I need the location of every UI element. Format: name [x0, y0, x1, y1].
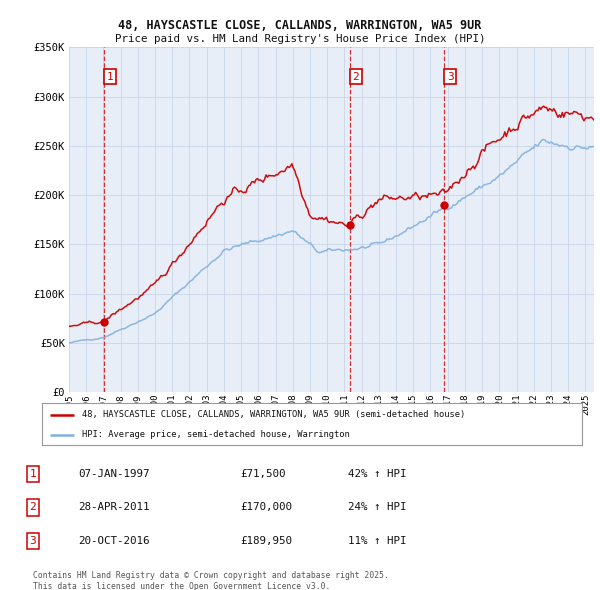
Text: Contains HM Land Registry data © Crown copyright and database right 2025.
This d: Contains HM Land Registry data © Crown c… — [33, 571, 389, 590]
Text: 42% ↑ HPI: 42% ↑ HPI — [348, 470, 407, 479]
Text: Price paid vs. HM Land Registry's House Price Index (HPI): Price paid vs. HM Land Registry's House … — [115, 34, 485, 44]
Text: 1: 1 — [107, 71, 113, 81]
Text: £189,950: £189,950 — [240, 536, 292, 546]
Text: 3: 3 — [29, 536, 37, 546]
Text: 48, HAYSCASTLE CLOSE, CALLANDS, WARRINGTON, WA5 9UR (semi-detached house): 48, HAYSCASTLE CLOSE, CALLANDS, WARRINGT… — [83, 411, 466, 419]
Text: HPI: Average price, semi-detached house, Warrington: HPI: Average price, semi-detached house,… — [83, 430, 350, 440]
Text: 24% ↑ HPI: 24% ↑ HPI — [348, 503, 407, 512]
Text: £71,500: £71,500 — [240, 470, 286, 479]
Text: 11% ↑ HPI: 11% ↑ HPI — [348, 536, 407, 546]
Text: 28-APR-2011: 28-APR-2011 — [78, 503, 149, 512]
Text: 2: 2 — [353, 71, 359, 81]
Text: 07-JAN-1997: 07-JAN-1997 — [78, 470, 149, 479]
Text: 1: 1 — [29, 470, 37, 479]
Text: 2: 2 — [29, 503, 37, 512]
Text: 20-OCT-2016: 20-OCT-2016 — [78, 536, 149, 546]
Text: 48, HAYSCASTLE CLOSE, CALLANDS, WARRINGTON, WA5 9UR: 48, HAYSCASTLE CLOSE, CALLANDS, WARRINGT… — [118, 19, 482, 32]
Text: 3: 3 — [447, 71, 454, 81]
Text: £170,000: £170,000 — [240, 503, 292, 512]
